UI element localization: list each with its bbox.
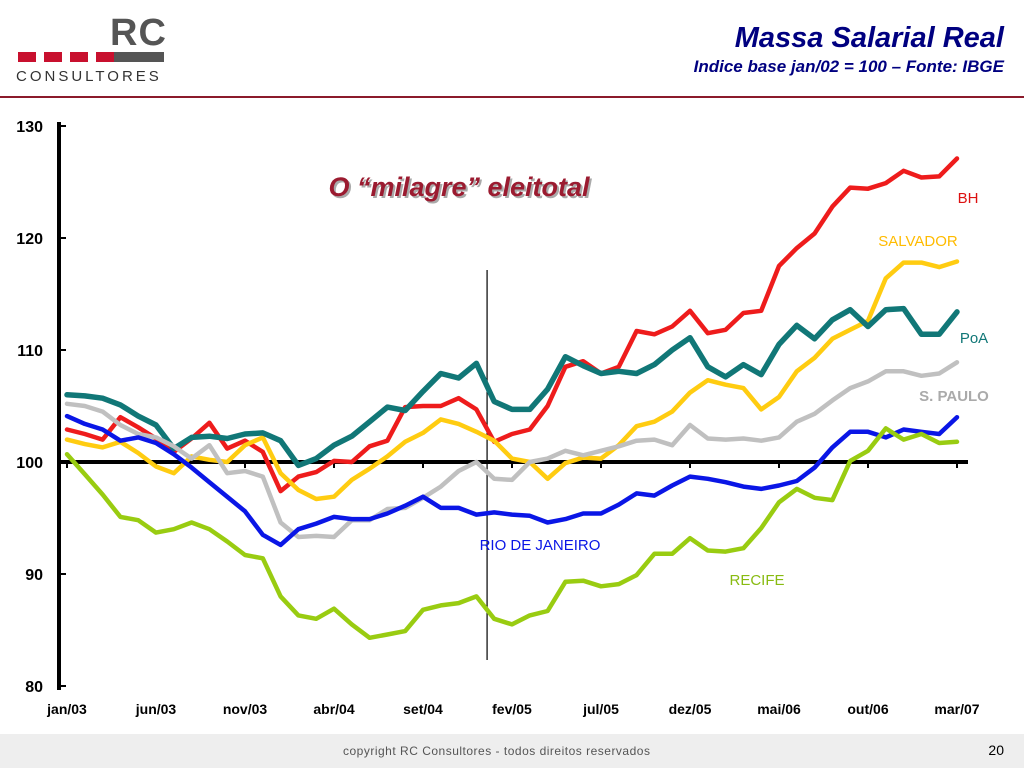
y-tick-label: 100 bbox=[16, 455, 43, 472]
x-tick-label: out/06 bbox=[847, 701, 888, 717]
y-tick-label: 90 bbox=[25, 567, 43, 584]
y-tick-label: 120 bbox=[16, 231, 43, 248]
series-line-salvador bbox=[64, 259, 960, 502]
x-tick-label: jun/03 bbox=[135, 701, 177, 717]
copyright-text: copyright RC Consultores - todos direito… bbox=[343, 744, 651, 758]
series-label-rio-de-janeiro: RIO DE JANEIRO bbox=[480, 537, 601, 554]
logo-subtext: CONSULTORES bbox=[16, 68, 162, 85]
y-tick-label: 110 bbox=[17, 343, 43, 360]
logo-blocks bbox=[18, 52, 168, 62]
x-tick-label: jan/03 bbox=[46, 701, 87, 717]
x-tick-label: mai/06 bbox=[757, 701, 801, 717]
y-tick-label: 80 bbox=[25, 679, 43, 696]
series-label-recife: RECIFE bbox=[729, 572, 784, 589]
series-label-s-paulo: S. PAULO bbox=[919, 388, 989, 405]
series-line-recife bbox=[64, 426, 960, 641]
page-number: 20 bbox=[988, 742, 1004, 758]
x-tick-label: mar/07 bbox=[934, 701, 979, 717]
series-label-poa: PoA bbox=[960, 330, 988, 347]
page-title: Massa Salarial Real bbox=[734, 22, 1004, 54]
series-label-salvador: SALVADOR bbox=[878, 233, 958, 250]
x-tick-label: nov/03 bbox=[223, 701, 268, 717]
y-tick-label: 130 bbox=[16, 119, 43, 136]
series-line-s-paulo bbox=[64, 360, 960, 540]
annotation-shadow: O “milagre” eleitotal bbox=[330, 174, 592, 204]
logo-text: RC bbox=[110, 12, 167, 54]
line-chart: 80 90 100 110 120 130 jan/03 jun/03 nov/03 abr/04… bbox=[16, 119, 989, 717]
page-subtitle: Indice base jan/02 = 100 – Fonte: IBGE bbox=[693, 57, 1004, 76]
series-line-bh bbox=[64, 156, 960, 494]
header-title: Massa Salarial Real Indice base jan/02 =… bbox=[694, 22, 1004, 77]
rc-logo: RC CONSULTORES bbox=[14, 8, 174, 88]
series-line-rio-de-janeiro bbox=[64, 413, 960, 548]
x-tick-label: abr/04 bbox=[313, 701, 354, 717]
x-tick-label: dez/05 bbox=[669, 701, 712, 717]
footer-bar bbox=[0, 734, 1024, 768]
x-tick-label: jul/05 bbox=[582, 701, 619, 717]
header-divider bbox=[0, 96, 1024, 98]
x-tick-label: fev/05 bbox=[492, 701, 532, 717]
series-line-poa bbox=[64, 305, 960, 469]
chart-annotation: O “milagre” eleitotal bbox=[328, 172, 590, 202]
series-label-bh: BH bbox=[958, 190, 979, 207]
x-tick-label: set/04 bbox=[403, 701, 443, 717]
